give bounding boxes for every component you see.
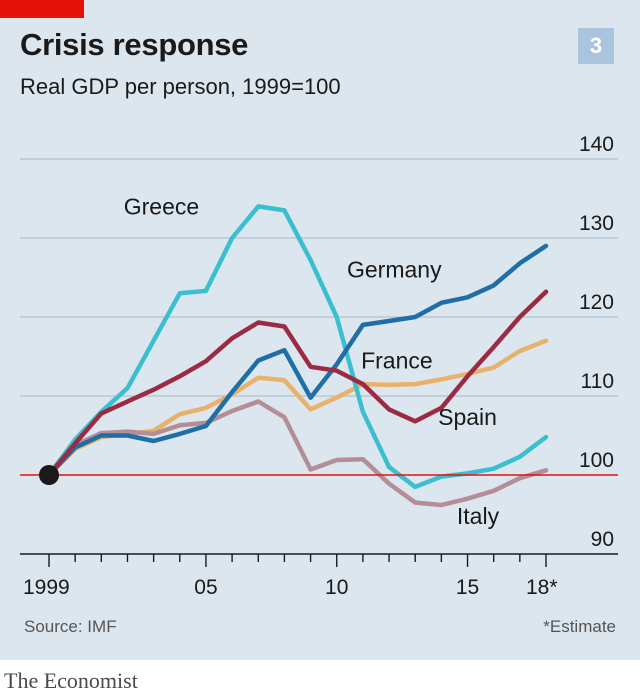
x-axis: 1999 05 10 15 18* [23, 554, 558, 599]
series-lines [20, 204, 618, 508]
series-label-france: France [361, 347, 433, 373]
series-line-spain [46, 289, 549, 478]
y-tick-label: 130 [579, 212, 614, 235]
x-tick-label: 05 [194, 576, 217, 599]
y-tick-label: 90 [591, 528, 614, 551]
origin-point [39, 465, 59, 485]
line-chart: 90 100 110 120 130 140 1999 05 10 15 18* Greece Ge… [20, 133, 618, 599]
chart-number-badge: 3 [578, 28, 614, 64]
estimate-footnote: *Estimate [543, 617, 616, 636]
chart-card: Crisis response Real GDP per person, 199… [0, 0, 640, 660]
grid-layer [20, 158, 618, 555]
series-line-germany [46, 243, 549, 478]
y-tick-label: 100 [579, 449, 614, 472]
y-tick-label: 140 [579, 133, 614, 156]
x-tick-label: 15 [456, 576, 479, 599]
y-tick-labels: 90 100 110 120 130 140 [579, 133, 614, 551]
series-line-greece [46, 204, 549, 490]
series-label-greece: Greece [124, 193, 199, 219]
source-note: Source: IMF [24, 617, 117, 636]
red-tag [0, 0, 84, 18]
chart-title: Crisis response [20, 27, 249, 62]
y-tick-label: 110 [581, 370, 614, 393]
x-tick-label: 1999 [23, 576, 70, 599]
chart-subtitle: Real GDP per person, 1999=100 [20, 74, 341, 99]
y-tick-label: 120 [579, 291, 614, 314]
series-line-italy [46, 399, 549, 508]
x-tick-label: 10 [325, 576, 348, 599]
series-label-spain: Spain [438, 404, 497, 430]
series-label-italy: Italy [457, 503, 500, 529]
x-tick-label: 18* [526, 576, 558, 599]
series-label-germany: Germany [347, 257, 442, 283]
brand-logo: The Economist [4, 668, 138, 693]
series-labels: Greece Germany Spain France Italy [124, 193, 500, 529]
